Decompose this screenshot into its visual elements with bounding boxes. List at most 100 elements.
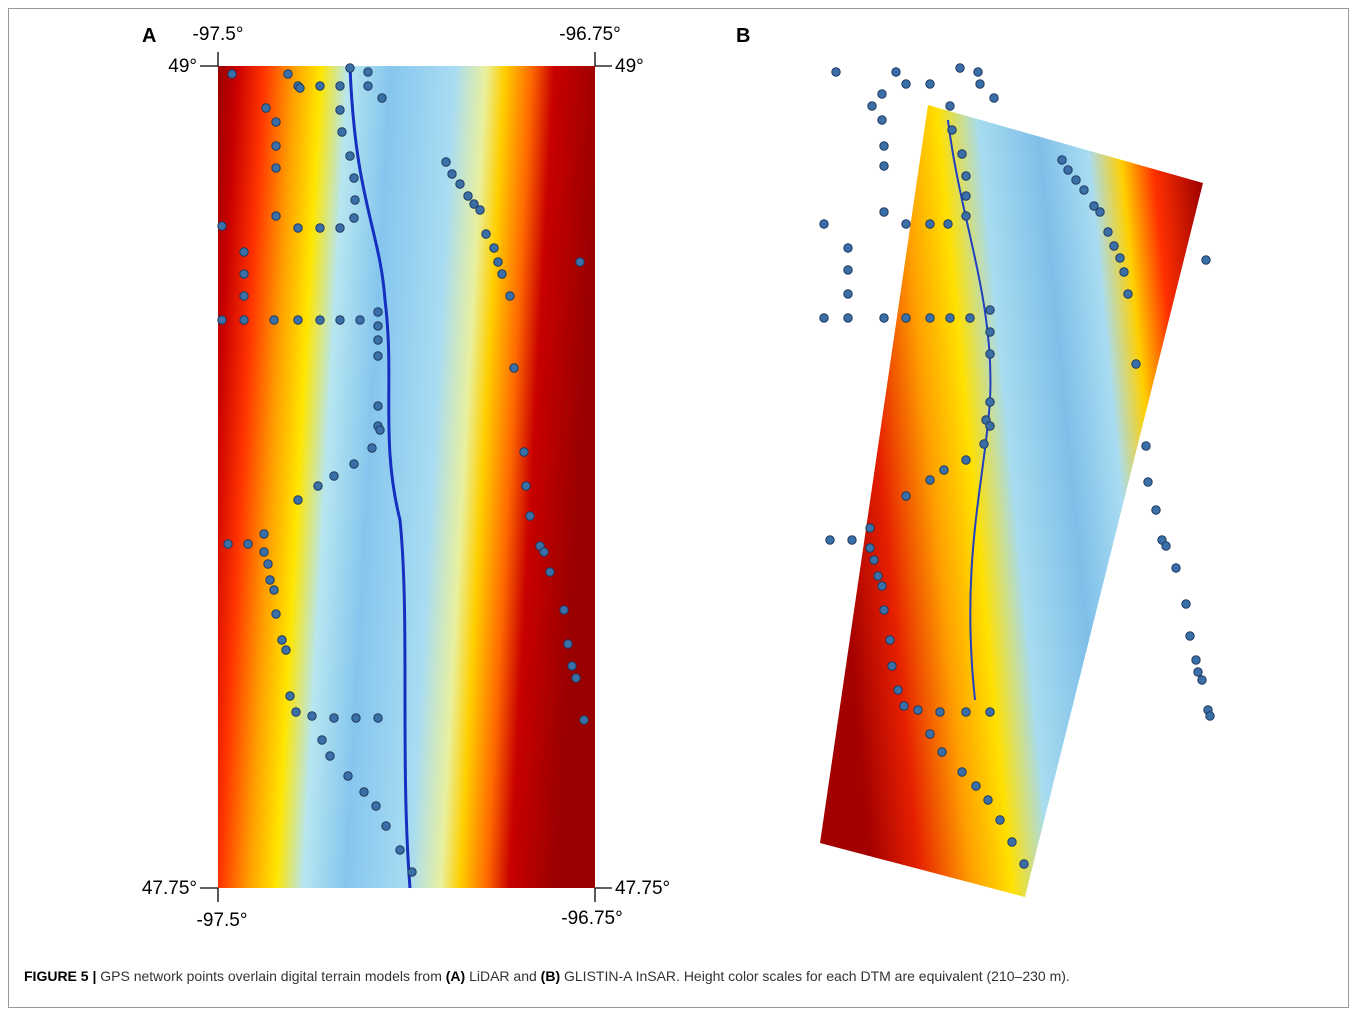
gps-point xyxy=(373,351,383,361)
gps-point xyxy=(455,179,465,189)
gps-point xyxy=(847,535,857,545)
gps-point xyxy=(971,781,981,791)
gps-point xyxy=(961,707,971,717)
gps-point xyxy=(843,289,853,299)
gps-point xyxy=(879,207,889,217)
gps-point xyxy=(337,127,347,137)
gps-point xyxy=(407,867,417,877)
gps-point xyxy=(239,247,249,257)
gps-point xyxy=(899,701,909,711)
caption-a: (A) xyxy=(445,968,466,984)
gps-point xyxy=(877,89,887,99)
gps-point xyxy=(469,199,479,209)
gps-point xyxy=(271,163,281,173)
river xyxy=(348,65,412,889)
gps-point xyxy=(259,529,269,539)
gps-point xyxy=(349,213,359,223)
gps-point xyxy=(901,79,911,89)
gps-point xyxy=(481,229,491,239)
gps-point xyxy=(1119,267,1129,277)
gps-point xyxy=(891,67,901,77)
gps-point xyxy=(295,83,305,93)
gps-point xyxy=(865,543,875,553)
caption-text: LiDAR and xyxy=(465,968,541,984)
caption: FIGURE 5 | GPS network points overlain d… xyxy=(24,966,1324,986)
gps-point xyxy=(1181,599,1191,609)
caption-figure: FIGURE 5 | xyxy=(24,968,97,984)
gps-point xyxy=(1007,837,1017,847)
gps-point xyxy=(925,729,935,739)
gps-point xyxy=(239,269,249,279)
caption-text: GPS network points overlain digital terr… xyxy=(96,968,446,984)
gps-point xyxy=(1109,241,1119,251)
axis-ticks xyxy=(200,52,612,902)
gps-point xyxy=(563,639,573,649)
gps-point xyxy=(377,93,387,103)
gps-point xyxy=(1197,675,1207,685)
gps-point xyxy=(335,223,345,233)
gps-point xyxy=(893,685,903,695)
gps-point xyxy=(539,547,549,557)
gps-point xyxy=(463,191,473,201)
gps-point xyxy=(925,79,935,89)
gps-point xyxy=(1103,227,1113,237)
gps-point xyxy=(985,349,995,359)
gps-point xyxy=(335,105,345,115)
gps-point xyxy=(887,661,897,671)
gps-point xyxy=(957,767,967,777)
gps-point xyxy=(939,465,949,475)
gps-point xyxy=(363,81,373,91)
gps-point xyxy=(519,447,529,457)
gps-point xyxy=(865,523,875,533)
gps-point xyxy=(373,335,383,345)
gps-point xyxy=(293,223,303,233)
gps-point xyxy=(867,101,877,111)
gps-point xyxy=(355,315,365,325)
panel-label: B xyxy=(736,25,750,47)
gps-point xyxy=(521,481,531,491)
gps-point xyxy=(1079,185,1089,195)
gps-point xyxy=(351,713,361,723)
gps-point xyxy=(985,707,995,717)
gps-point xyxy=(965,313,975,323)
gps-point xyxy=(363,67,373,77)
gps-point xyxy=(271,211,281,221)
gps-point xyxy=(913,705,923,715)
gps-point xyxy=(373,321,383,331)
gps-point xyxy=(961,171,971,181)
gps-point xyxy=(879,141,889,151)
gps-point xyxy=(979,439,989,449)
gps-point xyxy=(1115,253,1125,263)
gps-point xyxy=(269,585,279,595)
gps-point xyxy=(1141,441,1151,451)
gps-point xyxy=(350,195,360,205)
gps-point xyxy=(281,645,291,655)
gps-point xyxy=(271,117,281,127)
gps-point xyxy=(985,327,995,337)
gps-point xyxy=(373,401,383,411)
gps-point xyxy=(1089,201,1099,211)
insar-dtm xyxy=(820,105,1203,897)
lat-label: 47.75° xyxy=(615,878,670,899)
gps-point xyxy=(1143,477,1153,487)
gps-point xyxy=(367,443,377,453)
gps-point xyxy=(575,257,585,267)
gps-point xyxy=(349,459,359,469)
gps-point xyxy=(381,821,391,831)
gps-point xyxy=(277,635,287,645)
gps-point xyxy=(947,125,957,135)
gps-point xyxy=(223,539,233,549)
gps-point xyxy=(375,425,385,435)
gps-point xyxy=(877,581,887,591)
lon-label: -96.75° xyxy=(559,24,620,45)
gps-point xyxy=(505,291,515,301)
lat-label: 49° xyxy=(168,56,197,77)
gps-point xyxy=(975,79,985,89)
gps-point xyxy=(293,315,303,325)
gps-point xyxy=(925,219,935,229)
gps-point xyxy=(313,481,323,491)
gps-point xyxy=(831,67,841,77)
gps-point xyxy=(345,151,355,161)
gps-point xyxy=(877,115,887,125)
